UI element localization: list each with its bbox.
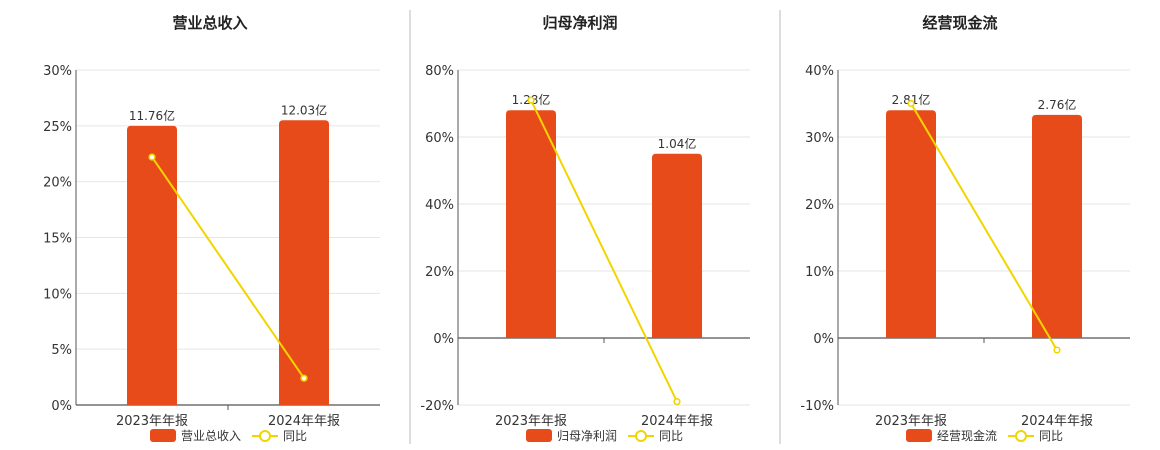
x-category-label: 2024年年报 xyxy=(1021,414,1093,429)
chart-title: 经营现金流 xyxy=(922,14,997,32)
y-tick-label: 0% xyxy=(433,332,454,347)
bar-data-label: 2.76亿 xyxy=(1038,97,1077,112)
chart-panel-3: 经营现金流 -10% 0% 10% 20% 30% 40% 2023年年报 2024年年报 2.8… xyxy=(800,14,1130,443)
x-category-label: 2024年年报 xyxy=(641,414,713,429)
yoy-line xyxy=(530,99,678,403)
bar-data-label: 12.03亿 xyxy=(281,102,327,117)
y-tick-label: 20% xyxy=(425,265,454,280)
bar xyxy=(1032,114,1082,338)
x-category-label: 2023年年报 xyxy=(495,414,567,429)
yoy-line xyxy=(151,156,305,379)
y-tick-label: 0% xyxy=(813,332,834,347)
legend-bar-swatch xyxy=(150,429,176,442)
y-tick-label: 5% xyxy=(51,343,72,358)
y-tick-label: 0% xyxy=(51,399,72,414)
bar xyxy=(506,110,556,338)
legend-bar-swatch xyxy=(906,429,932,442)
yoy-point xyxy=(1053,346,1061,354)
legend-line-marker xyxy=(259,430,271,442)
legend-bar-label: 经营现金流 xyxy=(937,428,997,443)
bar-data-label: 11.76亿 xyxy=(129,108,175,123)
y-tick-label: 15% xyxy=(43,232,72,247)
chart-panel-2: 归母净利润-20%0%20%40%60%80%2023年年报2024年年报1.2… xyxy=(420,14,750,443)
y-tick-label: 25% xyxy=(43,120,72,135)
y-tick-label: 10% xyxy=(43,287,72,302)
y-tick-label: 20% xyxy=(805,198,834,213)
y-tick-label: -10% xyxy=(800,399,834,414)
legend-bar-label: 归母净利润 xyxy=(557,429,617,443)
legend-line-marker xyxy=(1015,430,1027,442)
yoy-point xyxy=(907,99,915,108)
bar-data-label: 1.04亿 xyxy=(658,136,697,151)
y-tick-label: 30% xyxy=(43,64,72,79)
bar xyxy=(886,110,936,338)
y-tick-label: 60% xyxy=(425,131,454,146)
x-category-label: 2024年年报 xyxy=(268,414,340,429)
legend-line-label: 同比 xyxy=(283,429,307,443)
yoy-line xyxy=(910,102,1058,351)
bar xyxy=(279,120,329,405)
y-tick-label: 80% xyxy=(425,64,454,79)
legend-line-label: 同比 xyxy=(659,429,683,443)
y-tick-label: 40% xyxy=(805,64,834,79)
y-tick-label: 40% xyxy=(425,198,454,213)
yoy-point xyxy=(527,96,535,104)
bar-data-label: 2.81亿 xyxy=(892,92,931,107)
y-tick-label: 20% xyxy=(43,176,72,191)
legend-line-label: 同比 xyxy=(1039,429,1063,443)
x-category-label: 2023年年报 xyxy=(116,414,188,429)
yoy-point xyxy=(673,398,681,406)
y-tick-label: 10% xyxy=(805,265,834,280)
x-category-label: 2023年年报 xyxy=(875,414,947,429)
legend-bar-swatch xyxy=(526,429,552,442)
y-tick-label: 30% xyxy=(805,131,834,146)
chart-title: 营业总收入 xyxy=(172,14,247,32)
chart-title: 归母净利润 xyxy=(542,14,617,32)
y-tick-label: -20% xyxy=(420,399,454,414)
bar xyxy=(652,153,702,338)
legend-bar-label: 营业总收入 xyxy=(181,429,241,443)
yoy-point xyxy=(148,153,156,161)
bar xyxy=(127,125,177,405)
legend-line-marker xyxy=(635,430,647,442)
chart-panel-1: 营业总收入 0% 5% 10% 15% 20% 25% 30% 2023年年报 2024年年报 11… xyxy=(43,14,380,443)
yoy-point xyxy=(300,374,308,382)
